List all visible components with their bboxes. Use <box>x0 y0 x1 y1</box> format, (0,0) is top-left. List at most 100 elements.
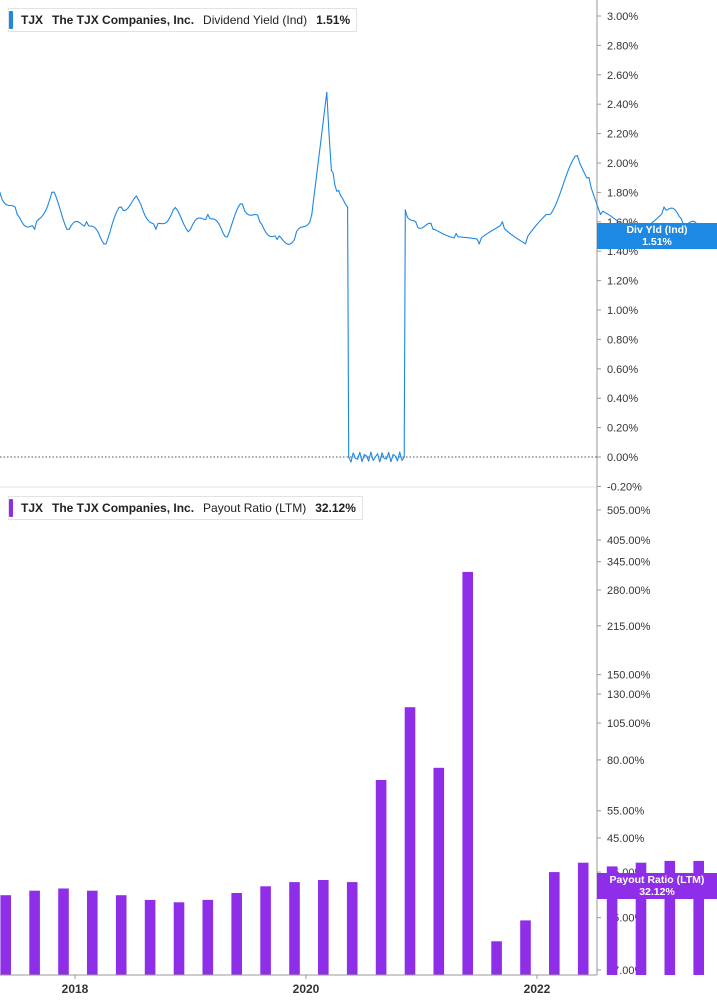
payout-ratio-bar <box>58 888 69 975</box>
payout-ratio-bar <box>173 902 185 975</box>
payout-ratio-plot <box>0 571 704 975</box>
payout-y-tick-label: 215.00% <box>607 621 651 633</box>
payout-ratio-flag: Payout Ratio (LTM) 32.12% <box>597 873 717 899</box>
yield-y-tick-label: 2.20% <box>607 129 638 141</box>
payout-y-tick-label: 55.00% <box>607 806 645 818</box>
dividend-yield-point <box>276 238 278 241</box>
payout-ratio-bar <box>289 882 300 975</box>
dividend-yield-point <box>599 213 602 216</box>
dividend-yield-legend: TJX The TJX Companies, Inc. Dividend Yie… <box>8 8 358 32</box>
dividend-yield-point <box>172 209 174 211</box>
payout-ratio-axis: 505.00% 405.00% 345.00% 280.00% 215.00% 150.0… <box>596 487 651 977</box>
payout-y-tick-label: 80.00% <box>607 755 645 767</box>
payout-y-tick-label: 505.00% <box>607 505 651 517</box>
dividend-yield-point <box>432 228 434 230</box>
payout-ratio-bar <box>549 872 560 975</box>
dividend-yield-point <box>137 199 140 201</box>
yield-y-tick-label: 2.80% <box>607 40 638 52</box>
yield-y-tick-label: 0.60% <box>607 364 638 376</box>
dividend-yield-series-name: Dividend Yield (Ind) <box>203 13 308 27</box>
dividend-yield-point <box>588 177 590 179</box>
payout-y-tick-label: 280.00% <box>607 585 651 597</box>
dividend-yield-point <box>455 232 457 235</box>
payout-y-tick-label: 45.00% <box>607 833 645 845</box>
dividend-yield-point <box>155 228 157 230</box>
payout-ratio-bar <box>346 882 358 975</box>
yield-y-tick-label: 1.00% <box>607 305 638 317</box>
dividend-yield-point <box>68 228 70 230</box>
x-tick-label: 2020 <box>293 982 320 996</box>
yield-y-tick-label: 0.40% <box>607 393 638 405</box>
dividend-yield-company: The TJX Companies, Inc. <box>52 13 195 27</box>
yield-y-tick-label: 0.80% <box>607 334 638 346</box>
payout-ratio-bar <box>260 886 271 975</box>
payout-ratio-bar <box>231 893 242 975</box>
payout-ratio-bar <box>491 941 502 975</box>
dividend-yield-point <box>103 243 105 245</box>
dividend-yield-flag-value: 1.51% <box>642 236 672 248</box>
yield-y-tick-label: 0.20% <box>607 423 638 435</box>
dividend-yield-flag: Div Yld (Ind) 1.51% <box>597 223 717 249</box>
payout-ratio-series-name: Payout Ratio (LTM) <box>203 501 307 515</box>
payout-ratio-bar <box>664 860 676 975</box>
dividend-yield-point <box>340 194 342 196</box>
dividend-yield-point <box>576 155 579 157</box>
dividend-yield-point <box>293 238 296 241</box>
dividend-yield-point <box>33 228 36 230</box>
payout-y-tick-label: 130.00% <box>607 689 651 701</box>
dividend-yield-point <box>311 213 313 216</box>
dividend-yield-point <box>680 218 682 220</box>
payout-ratio-bar <box>577 862 589 975</box>
payout-ratio-ticker: TJX <box>21 501 44 515</box>
dividend-yield-point <box>334 184 336 186</box>
dividend-yield-point <box>120 206 122 208</box>
payout-ratio-bar <box>520 920 531 975</box>
dividend-yield-point <box>259 221 261 223</box>
payout-y-tick-label: 105.00% <box>607 718 651 730</box>
yield-y-tick-label: 3.00% <box>607 11 638 23</box>
dividend-yield-point <box>330 169 333 171</box>
dividend-yield-point <box>346 206 349 208</box>
yield-y-tick-label: 1.80% <box>607 187 638 199</box>
payout-ratio-company: The TJX Companies, Inc. <box>52 501 195 515</box>
payout-ratio-bar <box>433 767 445 975</box>
payout-ratio-flag-label: Payout Ratio (LTM) <box>609 874 705 886</box>
dividend-yield-point <box>478 243 480 245</box>
dividend-yield-point <box>51 191 53 193</box>
payout-ratio-bar <box>202 899 214 975</box>
payout-ratio-swatch <box>9 499 13 517</box>
dividend-yield-point <box>0 191 1 193</box>
yield-y-tick-label: 2.40% <box>607 99 638 111</box>
payout-ratio-bar <box>462 571 473 975</box>
payout-y-tick-label: 405.00% <box>607 535 651 547</box>
dividend-yield-point <box>207 213 209 216</box>
payout-y-tick-label: 150.00% <box>607 670 651 682</box>
payout-ratio-bar <box>29 890 40 975</box>
dividend-yield-swatch <box>9 11 13 29</box>
payout-ratio-bar <box>115 895 127 975</box>
dividend-yield-point <box>501 221 503 223</box>
yield-y-tick-label: -0.20% <box>607 481 642 493</box>
dividend-yield-point <box>403 456 405 458</box>
yield-y-tick-label: 2.60% <box>607 70 638 82</box>
payout-y-tick-label: 345.00% <box>607 557 651 569</box>
dividend-yield-point <box>663 206 665 208</box>
dividend-yield-point <box>241 203 244 205</box>
dividend-yield-current-value: 1.51% <box>316 13 351 27</box>
yield-y-tick-label: 2.00% <box>607 158 638 170</box>
dividend-yield-point <box>189 228 192 230</box>
dividend-yield-point <box>326 91 328 94</box>
dividend-yield-point <box>16 213 18 216</box>
yield-y-tick-label: 1.40% <box>607 246 638 258</box>
payout-ratio-bar <box>404 707 416 975</box>
yield-y-tick-label: 0.00% <box>607 452 638 464</box>
dividend-yield-point <box>547 213 550 216</box>
payout-ratio-bar <box>144 899 156 975</box>
dividend-yield-axis: 3.00%2.80%2.60%2.40%2.20%2.00%1.80%1.60%… <box>0 0 642 493</box>
dividend-yield-point <box>224 235 226 238</box>
dividend-yield-line <box>0 91 717 463</box>
dividend-yield-point <box>348 456 350 458</box>
payout-ratio-legend: TJX The TJX Companies, Inc. Payout Ratio… <box>8 496 363 520</box>
payout-ratio-bar <box>0 895 12 975</box>
